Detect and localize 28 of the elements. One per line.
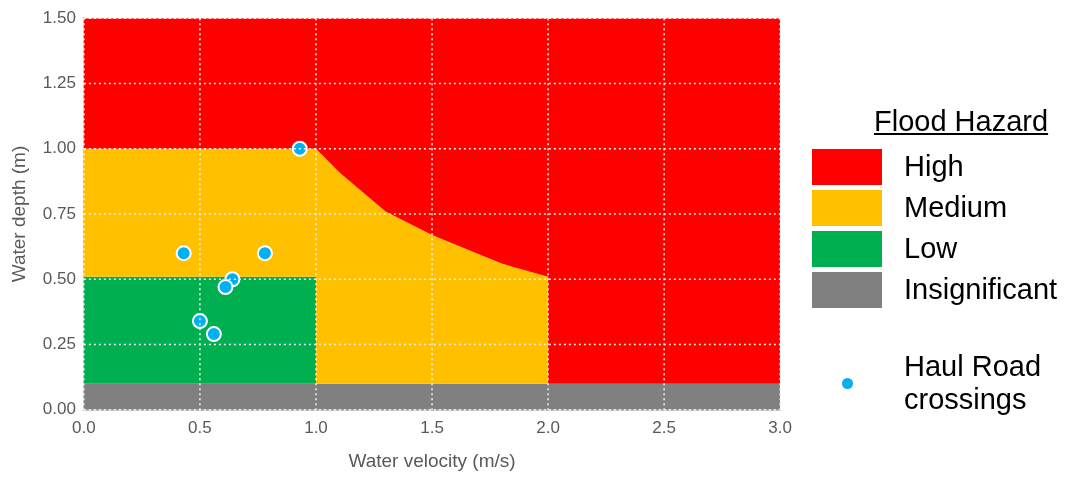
- legend-label: Haul Road crossings: [904, 350, 1043, 416]
- y-tick-label: 1.50: [42, 7, 76, 27]
- point: [191, 313, 208, 330]
- legend-label: Medium: [904, 191, 1008, 224]
- y-tick-label: 0.25: [42, 334, 76, 354]
- x-tick-label: 0.5: [188, 417, 212, 437]
- x-axis-title: Water velocity (m/s): [348, 449, 516, 471]
- legend-label: High: [904, 150, 964, 183]
- legend-label: Insignificant: [904, 273, 1058, 306]
- y-tick-label: 0.00: [42, 399, 76, 419]
- legend-label: Low: [904, 232, 958, 265]
- y-tick-label: 0.50: [42, 268, 76, 288]
- x-tick-label: 1.5: [420, 417, 444, 437]
- y-tick-label: 1.00: [42, 138, 76, 158]
- point: [175, 245, 192, 262]
- y-tick-label: 0.75: [42, 203, 76, 223]
- point: [217, 279, 234, 296]
- point: [291, 140, 308, 157]
- x-tick-label: 2.5: [652, 417, 676, 437]
- y-axis-title: Water depth (m): [7, 145, 29, 283]
- point: [256, 245, 273, 262]
- x-tick-label: 0.0: [72, 417, 96, 437]
- legend-title: Flood Hazard: [874, 105, 1050, 138]
- x-tick-label: 3.0: [768, 417, 792, 437]
- point: [205, 326, 222, 343]
- y-tick-label: 1.25: [42, 73, 76, 93]
- x-tick-label: 1.0: [304, 417, 328, 437]
- x-tick-label: 2.0: [536, 417, 560, 437]
